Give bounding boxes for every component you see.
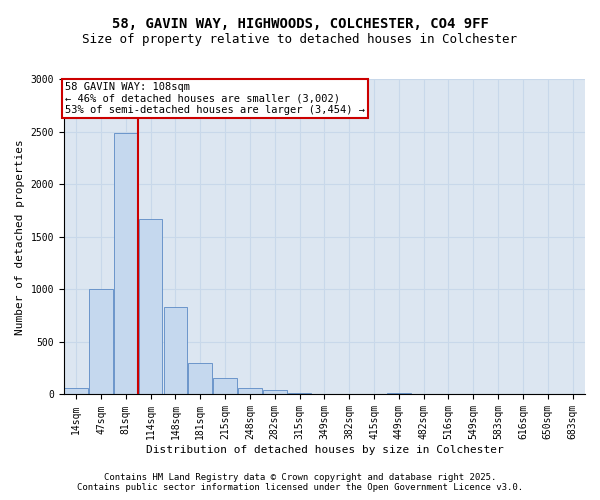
Text: 58, GAVIN WAY, HIGHWOODS, COLCHESTER, CO4 9FF: 58, GAVIN WAY, HIGHWOODS, COLCHESTER, CO…: [112, 18, 488, 32]
Bar: [89, 290, 113, 395]
Y-axis label: Number of detached properties: Number of detached properties: [15, 139, 25, 334]
Text: 58 GAVIN WAY: 108sqm
← 46% of detached houses are smaller (3,002)
53% of semi-de: 58 GAVIN WAY: 108sqm ← 46% of detached h…: [65, 82, 365, 116]
Bar: [263, 390, 287, 394]
X-axis label: Distribution of detached houses by size in Colchester: Distribution of detached houses by size …: [146, 445, 503, 455]
Text: Contains HM Land Registry data © Crown copyright and database right 2025.
Contai: Contains HM Land Registry data © Crown c…: [77, 473, 523, 492]
Bar: [164, 307, 187, 394]
Bar: [214, 378, 237, 394]
Text: Size of property relative to detached houses in Colchester: Size of property relative to detached ho…: [83, 32, 517, 46]
Bar: [64, 388, 88, 394]
Bar: [188, 363, 212, 394]
Bar: [238, 388, 262, 394]
Bar: [114, 132, 137, 394]
Bar: [139, 219, 163, 394]
